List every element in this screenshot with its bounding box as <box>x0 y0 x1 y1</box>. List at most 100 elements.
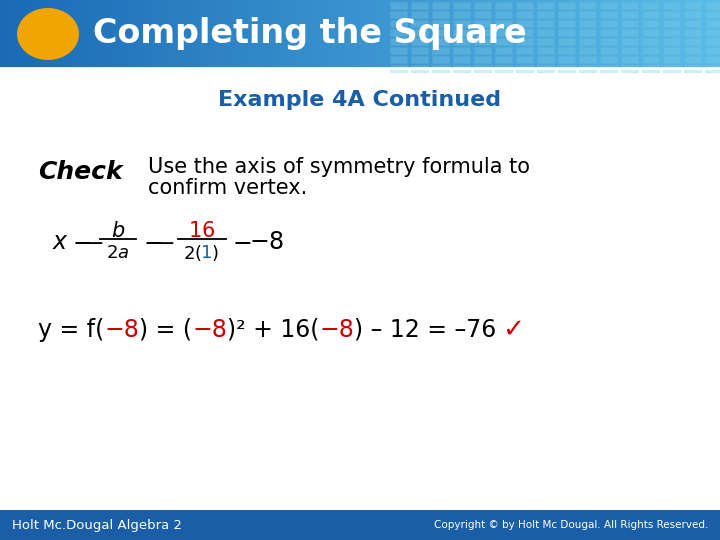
Bar <box>474 47 491 54</box>
Text: )² + 16(: )² + 16( <box>227 318 320 342</box>
Bar <box>642 38 659 45</box>
Bar <box>684 29 701 36</box>
Bar <box>600 2 617 9</box>
Bar <box>600 38 617 45</box>
Text: y = f(: y = f( <box>38 318 104 342</box>
Bar <box>432 47 449 54</box>
Bar <box>495 38 512 45</box>
Bar <box>537 20 554 27</box>
Bar <box>390 65 407 72</box>
Bar <box>642 29 659 36</box>
Bar <box>453 47 470 54</box>
Bar <box>558 65 575 72</box>
Bar <box>495 2 512 9</box>
Bar <box>684 65 701 72</box>
Bar <box>474 20 491 27</box>
Bar <box>579 11 596 18</box>
Bar <box>390 56 407 63</box>
Bar <box>663 11 680 18</box>
Bar <box>684 2 701 9</box>
Text: confirm vertex.: confirm vertex. <box>148 178 307 198</box>
Bar <box>705 20 720 27</box>
Bar <box>537 2 554 9</box>
Bar <box>411 47 428 54</box>
Bar <box>432 38 449 45</box>
Bar <box>579 38 596 45</box>
Bar <box>537 56 554 63</box>
Bar <box>495 29 512 36</box>
Bar <box>516 65 533 72</box>
Bar <box>390 2 407 9</box>
Bar <box>411 65 428 72</box>
Bar <box>558 56 575 63</box>
Bar <box>390 47 407 54</box>
Bar <box>516 2 533 9</box>
Bar <box>432 2 449 9</box>
Bar <box>474 2 491 9</box>
Bar <box>600 56 617 63</box>
Bar <box>642 65 659 72</box>
Text: ) – 12 = –76: ) – 12 = –76 <box>354 318 497 342</box>
Bar <box>684 38 701 45</box>
Bar <box>621 11 638 18</box>
Bar <box>579 47 596 54</box>
Text: Use the axis of symmetry formula to: Use the axis of symmetry formula to <box>148 157 530 177</box>
Bar <box>663 47 680 54</box>
Bar <box>579 2 596 9</box>
Bar <box>579 20 596 27</box>
Text: $-$: $-$ <box>232 230 251 254</box>
Text: $-$: $-$ <box>157 232 174 252</box>
Bar <box>621 2 638 9</box>
Bar <box>537 47 554 54</box>
Bar <box>558 29 575 36</box>
Bar <box>432 29 449 36</box>
Text: $x$: $x$ <box>52 230 69 254</box>
Bar <box>663 29 680 36</box>
Text: $2($: $2($ <box>182 243 202 263</box>
Bar <box>663 20 680 27</box>
Bar <box>474 29 491 36</box>
Text: $2a$: $2a$ <box>107 244 130 262</box>
Bar <box>600 29 617 36</box>
Bar <box>390 20 407 27</box>
Bar <box>621 47 638 54</box>
Text: ✓: ✓ <box>503 317 525 343</box>
Bar <box>474 38 491 45</box>
Bar <box>705 65 720 72</box>
Bar <box>663 56 680 63</box>
Bar <box>453 11 470 18</box>
Bar <box>642 47 659 54</box>
Bar <box>516 56 533 63</box>
Bar <box>474 65 491 72</box>
Text: Check: Check <box>38 160 122 184</box>
Bar <box>411 29 428 36</box>
Bar <box>537 65 554 72</box>
Bar <box>705 2 720 9</box>
Bar <box>432 11 449 18</box>
Text: $1$: $1$ <box>200 244 212 262</box>
Bar <box>663 2 680 9</box>
Bar <box>600 47 617 54</box>
Bar <box>558 38 575 45</box>
Bar <box>558 47 575 54</box>
Bar <box>579 56 596 63</box>
Text: $)$: $)$ <box>211 243 219 263</box>
Bar <box>705 11 720 18</box>
Bar <box>642 56 659 63</box>
Bar <box>558 11 575 18</box>
Bar <box>642 2 659 9</box>
Ellipse shape <box>17 8 79 60</box>
Bar <box>495 56 512 63</box>
Text: $-$: $-$ <box>86 232 103 252</box>
Bar <box>621 29 638 36</box>
Bar <box>432 56 449 63</box>
FancyBboxPatch shape <box>0 510 720 540</box>
Text: ) = (: ) = ( <box>139 318 192 342</box>
Bar <box>516 11 533 18</box>
Bar <box>684 47 701 54</box>
Bar <box>600 20 617 27</box>
Bar <box>390 11 407 18</box>
Text: $-8$: $-8$ <box>249 230 284 254</box>
Text: Example 4A Continued: Example 4A Continued <box>218 90 502 110</box>
Bar <box>537 11 554 18</box>
